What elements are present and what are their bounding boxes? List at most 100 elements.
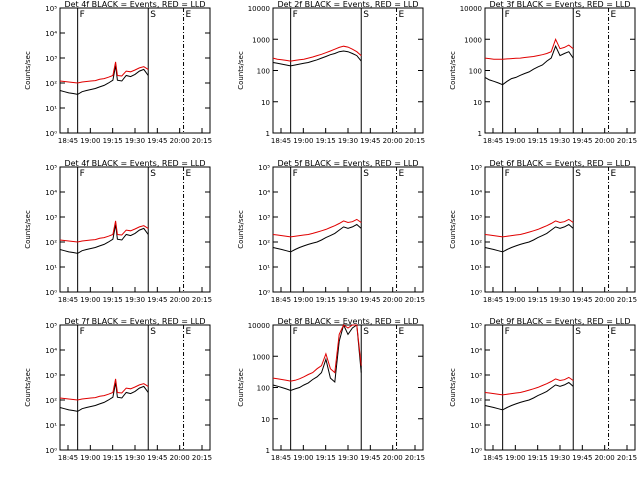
- marker-label: F: [80, 327, 85, 337]
- x-tick-label: 19:30: [338, 137, 358, 145]
- detector-panel: Det 9f BLACK = Events, RED = LLD Counts/s…: [449, 317, 637, 462]
- panel-title: Det 7f BLACK = Events, RED = LLD: [64, 317, 205, 326]
- y-tick-label: 10⁴: [45, 189, 57, 197]
- lld-series-line: [59, 61, 149, 84]
- marker-label: E: [399, 169, 405, 179]
- y-tick-label: 10⁴: [45, 30, 57, 38]
- y-tick-label: 1: [478, 130, 482, 138]
- plot-frame: [272, 7, 424, 134]
- x-tick-label: 19:30: [550, 454, 570, 462]
- y-axis-label: Counts/sec: [24, 368, 32, 407]
- y-tick-label: 10⁵: [470, 322, 482, 330]
- y-tick-label: 10000: [248, 322, 270, 330]
- plot-frame: [272, 324, 424, 451]
- x-tick-label: 20:00: [383, 454, 403, 462]
- y-tick-label: 10¹: [45, 422, 57, 430]
- y-tick-label: 100: [469, 68, 482, 76]
- y-tick-label: 1000: [252, 36, 270, 44]
- marker-label: S: [150, 169, 156, 179]
- y-tick-label: 10⁰: [45, 447, 57, 455]
- y-tick-label: 10⁵: [45, 322, 57, 330]
- x-tick-label: 20:00: [595, 454, 615, 462]
- x-tick-label: 19:45: [147, 296, 167, 304]
- x-tick-label: 19:30: [550, 137, 570, 145]
- detector-panel: Det 2f BLACK = Events, RED = LLD Counts/s…: [237, 0, 425, 145]
- y-tick-label: 10²: [45, 80, 57, 88]
- panel-title: Det 3f BLACK = Events, RED = LLD: [489, 0, 630, 9]
- x-tick-label: 19:15: [103, 454, 123, 462]
- x-tick-label: 19:45: [572, 454, 592, 462]
- y-tick-label: 10²: [470, 397, 482, 405]
- events-series-line: [272, 223, 362, 253]
- y-tick-label: 10⁵: [45, 164, 57, 172]
- y-axis-label: Counts/sec: [449, 51, 457, 90]
- y-tick-label: 10000: [460, 5, 482, 13]
- y-tick-label: 10⁴: [470, 347, 482, 355]
- y-tick-label: 10: [473, 99, 482, 107]
- y-tick-label: 10⁵: [470, 164, 482, 172]
- lld-series-line: [59, 220, 149, 243]
- y-tick-label: 10³: [45, 372, 57, 380]
- plot-frame: [484, 324, 636, 451]
- x-tick-label: 19:00: [505, 137, 525, 145]
- marker-label: F: [505, 10, 510, 20]
- x-tick-label: 20:00: [170, 296, 190, 304]
- x-tick-label: 19:45: [360, 137, 380, 145]
- x-tick-label: 19:00: [80, 454, 100, 462]
- events-series-line: [59, 224, 149, 254]
- x-tick-label: 19:45: [572, 137, 592, 145]
- x-tick-label: 19:15: [528, 454, 548, 462]
- y-tick-label: 10³: [258, 214, 270, 222]
- y-axis-label: Counts/sec: [449, 210, 457, 249]
- x-tick-label: 18:45: [58, 454, 78, 462]
- plot-frame: [484, 166, 636, 293]
- panel-title: Det 8f BLACK = Events, RED = LLD: [277, 317, 418, 326]
- x-tick-label: 20:15: [617, 137, 637, 145]
- x-tick-label: 20:00: [595, 296, 615, 304]
- x-tick-label: 20:00: [383, 296, 403, 304]
- x-tick-label: 20:15: [617, 296, 637, 304]
- marker-label: F: [293, 10, 298, 20]
- events-series-line: [484, 44, 574, 86]
- marker-label: F: [293, 327, 298, 337]
- marker-label: E: [611, 327, 617, 337]
- marker-label: S: [363, 327, 369, 337]
- x-tick-label: 19:15: [316, 296, 336, 304]
- detector-panel: Det 6f BLACK = Events, RED = LLD Counts/s…: [449, 159, 637, 304]
- y-tick-label: 10³: [45, 55, 57, 63]
- panel-title: Det 9f BLACK = Events, RED = LLD: [489, 317, 630, 326]
- y-tick-label: 100: [257, 385, 270, 393]
- x-tick-label: 19:30: [125, 296, 145, 304]
- events-series-line: [484, 223, 574, 253]
- lld-series-line: [272, 324, 362, 382]
- y-tick-label: 10³: [470, 214, 482, 222]
- y-tick-label: 10⁵: [258, 164, 270, 172]
- y-tick-label: 10²: [45, 239, 57, 247]
- marker-label: S: [575, 169, 581, 179]
- lld-series-line: [484, 376, 574, 396]
- y-tick-label: 10²: [470, 239, 482, 247]
- marker-label: F: [80, 10, 85, 20]
- events-series-line: [59, 382, 149, 412]
- y-tick-label: 1000: [252, 353, 270, 361]
- detector-panel: Det 7f BLACK = Events, RED = LLD Counts/s…: [24, 317, 212, 462]
- lld-series-line: [272, 45, 362, 62]
- marker-label: E: [611, 169, 617, 179]
- y-tick-label: 10³: [45, 214, 57, 222]
- y-tick-label: 10⁰: [258, 289, 270, 297]
- y-tick-label: 1: [266, 130, 270, 138]
- y-axis-label: Counts/sec: [237, 368, 245, 407]
- marker-label: S: [150, 10, 156, 20]
- x-tick-label: 19:15: [316, 454, 336, 462]
- x-tick-label: 18:45: [58, 296, 78, 304]
- y-tick-label: 10¹: [45, 264, 57, 272]
- x-tick-label: 18:45: [483, 454, 503, 462]
- marker-label: E: [186, 169, 192, 179]
- panel-title: Det 5f BLACK = Events, RED = LLD: [277, 159, 418, 168]
- x-tick-label: 19:15: [316, 137, 336, 145]
- marker-label: S: [575, 327, 581, 337]
- panel-title: Det 4f BLACK = Events, RED = LLD: [64, 159, 205, 168]
- x-tick-label: 20:15: [405, 137, 425, 145]
- y-tick-label: 10¹: [470, 422, 482, 430]
- x-tick-label: 19:30: [125, 137, 145, 145]
